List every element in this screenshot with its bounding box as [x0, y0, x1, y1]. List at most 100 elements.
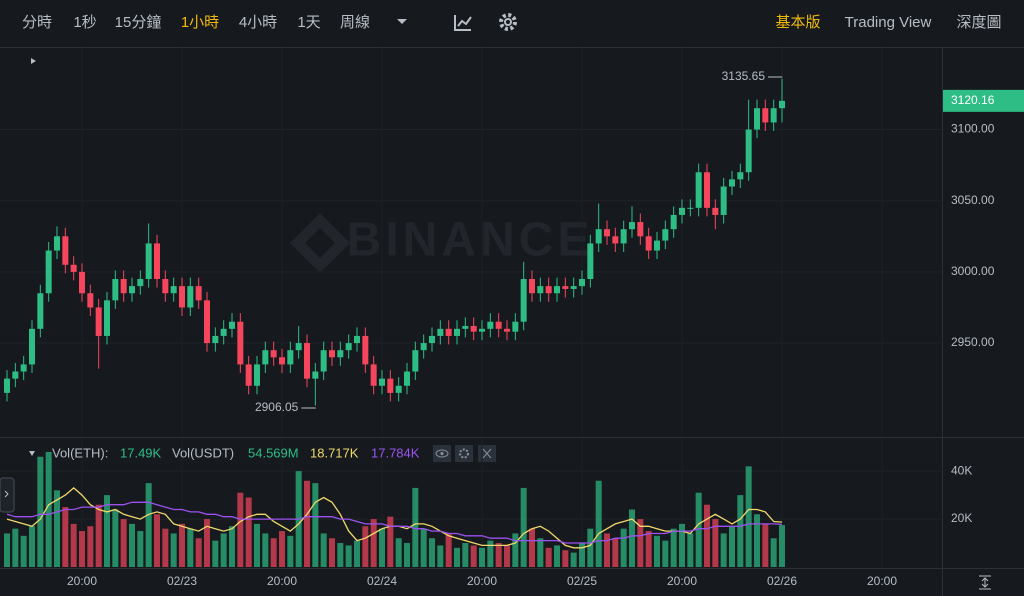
candle-body: [62, 236, 69, 265]
candle-body: [537, 286, 544, 294]
time-tick-label: 02/23: [167, 574, 197, 588]
volume-bar: [12, 528, 19, 567]
interval-tab[interactable]: 1小時: [181, 14, 219, 31]
legend-toggle[interactable]: [31, 58, 36, 64]
volume-bar: [645, 531, 652, 567]
volume-bar: [637, 519, 644, 567]
time-tick-label: 20:00: [667, 574, 697, 588]
candle-body: [429, 335, 435, 344]
candle-body: [587, 243, 594, 280]
volume-bar: [229, 526, 235, 567]
volume-bar: [312, 483, 319, 567]
volume-bar: [412, 487, 419, 567]
volume-bar: [54, 490, 60, 567]
time-tick-label: 02/24: [367, 574, 397, 588]
time-tick-label: 02/25: [567, 574, 597, 588]
volume-collapse[interactable]: [29, 451, 35, 456]
volume-bar: [95, 504, 102, 567]
volume-bar: [604, 533, 610, 567]
volume-bar: [170, 533, 177, 567]
interval-tab[interactable]: 4小時: [239, 14, 277, 31]
volume-bar: [429, 538, 435, 567]
view-tab[interactable]: Trading View: [845, 14, 932, 31]
candle-body: [495, 321, 502, 329]
interval-dropdown[interactable]: [397, 19, 407, 24]
volume-tick-label: 40K: [951, 463, 972, 477]
candle-body: [454, 328, 460, 336]
volume-bar: [179, 523, 185, 567]
volume-eye-button[interactable]: [433, 445, 451, 462]
legend-name: Vol(ETH):: [52, 445, 108, 460]
candle-body: [29, 328, 35, 365]
candle-body: [12, 371, 19, 379]
candle-body: [320, 350, 327, 372]
candle-body: [220, 328, 227, 336]
candle-body: [79, 271, 85, 294]
volume-bar: [729, 526, 735, 567]
legend-value: 17.784K: [371, 445, 420, 460]
volume-bar: [345, 545, 352, 567]
volume-bar: [220, 533, 227, 567]
interval-tab[interactable]: 1秒: [73, 14, 96, 31]
watermark: BINANCE: [347, 214, 594, 267]
volume-settings-button[interactable]: [455, 445, 473, 462]
volume-bar: [595, 480, 602, 567]
candle-body: [304, 343, 310, 379]
volume-bar: [320, 533, 327, 567]
side-panel-tab[interactable]: [0, 477, 15, 513]
scale-reset-icon[interactable]: [979, 575, 991, 590]
candle-body: [170, 286, 177, 294]
settings-icon[interactable]: [499, 13, 517, 31]
volume-bar: [262, 533, 269, 567]
volume-bar: [362, 526, 369, 567]
legend-name: Vol(USDT): [172, 445, 234, 460]
indicator-icon[interactable]: [454, 15, 472, 31]
volume-bar: [762, 523, 769, 567]
candle-body: [620, 229, 627, 244]
volume-bar: [279, 531, 285, 567]
legend-value: 17.49K: [120, 445, 162, 460]
interval-tab[interactable]: 1天: [297, 14, 320, 31]
watermark-logo: [290, 213, 350, 273]
candle-body: [345, 343, 352, 351]
volume-bar: [512, 533, 519, 567]
view-tab[interactable]: 深度圖: [956, 14, 1001, 31]
volume-bar: [454, 547, 460, 567]
candle-body: [695, 172, 702, 208]
candle-body: [212, 335, 219, 344]
volume-bar: [104, 495, 110, 567]
volume-bar: [162, 528, 169, 567]
last-price-label: 3120.16: [951, 93, 995, 107]
interval-tab[interactable]: 周線: [340, 14, 370, 31]
candle-body: [520, 279, 527, 322]
volume-bar: [37, 456, 44, 567]
volume-bar: [420, 528, 427, 567]
volume-bar: [712, 519, 719, 567]
volume-bar: [629, 509, 635, 567]
volume-close-button[interactable]: [478, 445, 496, 462]
candle-body: [370, 364, 377, 386]
volume-bar: [4, 533, 10, 567]
candle-body: [154, 243, 160, 280]
volume-bar: [770, 538, 777, 567]
volume-bar: [70, 523, 77, 567]
candle-body: [120, 279, 127, 294]
candle-body: [229, 321, 235, 329]
candle-body: [562, 286, 569, 289]
candle-body: [362, 335, 369, 365]
moving-average-line: [6, 501, 783, 544]
volume-bar: [470, 545, 477, 567]
candle-body: [337, 350, 344, 358]
candle-body: [4, 378, 10, 393]
interval-tab[interactable]: 分時: [22, 14, 52, 31]
volume-bar: [195, 538, 202, 567]
view-tab[interactable]: 基本版: [775, 14, 820, 31]
candle-body: [412, 350, 419, 372]
candle-body: [312, 371, 319, 379]
candle-body: [137, 279, 144, 287]
interval-tab[interactable]: 15分鐘: [115, 14, 162, 31]
price-tick-label: 3050.00: [951, 193, 995, 207]
candle-body: [679, 207, 685, 215]
candle-body: [637, 222, 644, 237]
